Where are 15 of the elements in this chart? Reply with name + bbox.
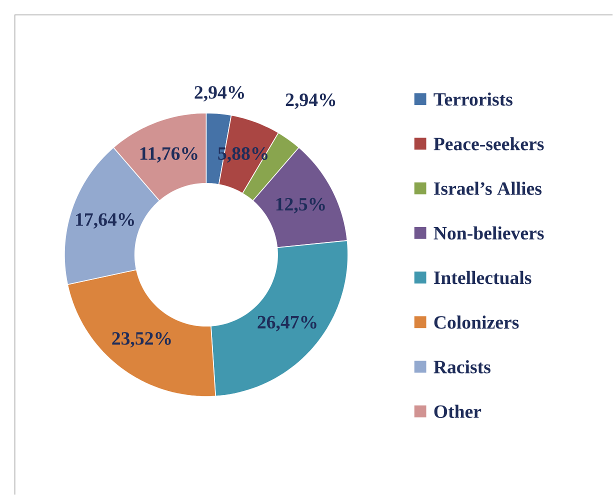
data-label: 23,52% [112, 332, 171, 348]
legend-label: Other [434, 404, 482, 418]
legend-label: Intellectuals [434, 270, 532, 284]
legend-label: Colonizers [434, 316, 519, 329]
data-label: 12,5% [276, 198, 325, 214]
legend-label: Israel’s Allies [434, 182, 542, 195]
data-label: 2,94% [286, 93, 336, 109]
legend-label: Terrorists [434, 92, 512, 106]
legend-label: Racists [434, 360, 490, 374]
legend-label: Non-believers [434, 226, 544, 240]
data-label: 26,47% [258, 316, 316, 332]
legend-label: Peace-seekers [434, 137, 544, 150]
data-label: 2,94% [194, 86, 244, 102]
data-label: 17,64% [76, 213, 134, 229]
data-label: 11,76% [140, 147, 198, 163]
